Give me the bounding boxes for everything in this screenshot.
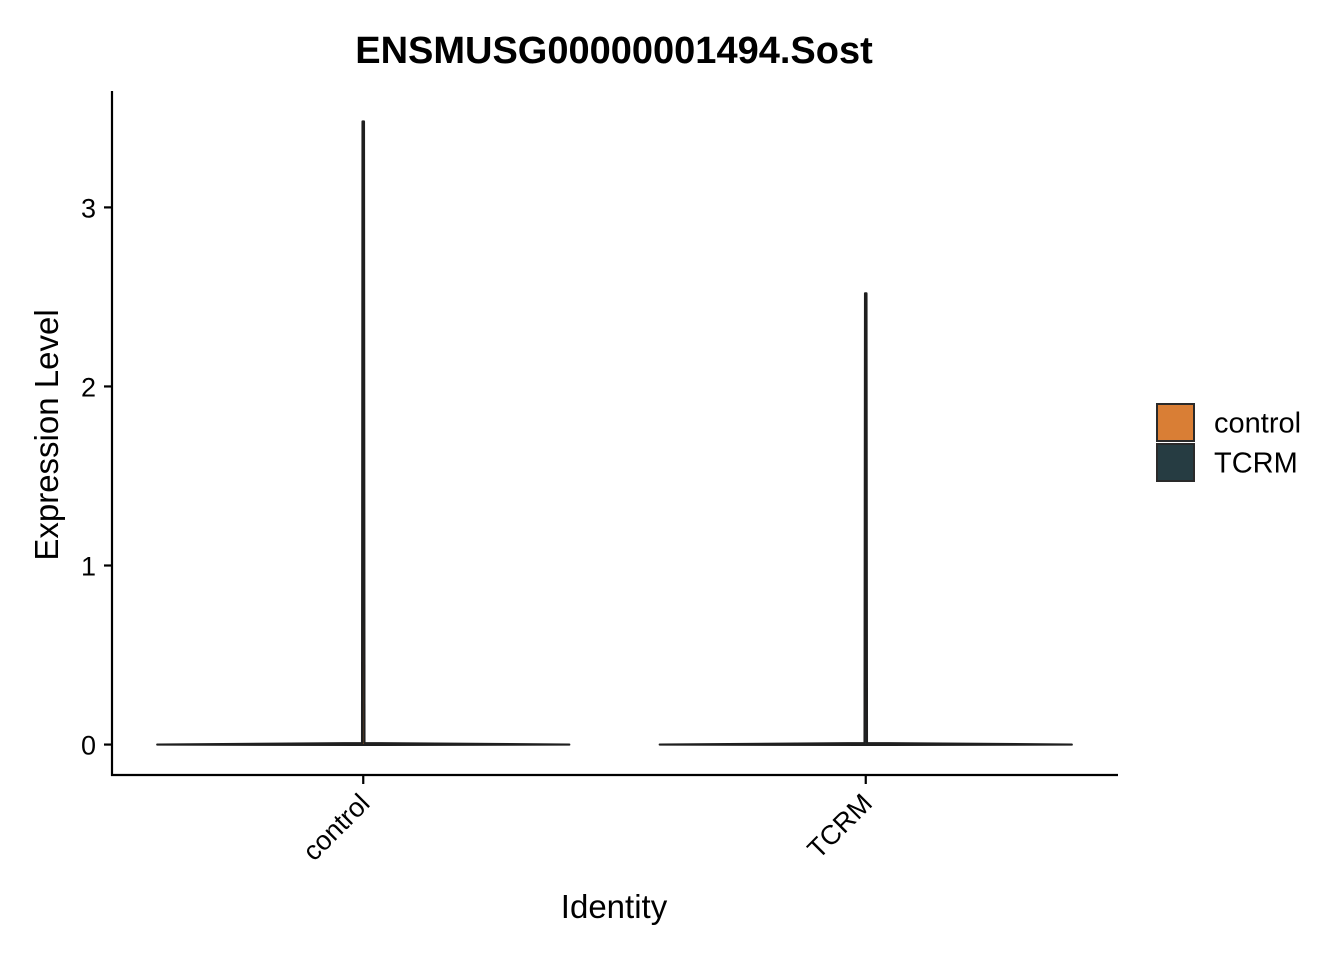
violin-control: [156, 120, 571, 747]
x-axis-ticks: control TCRM: [297, 775, 878, 867]
x-axis-title: Identity: [561, 888, 668, 925]
plot-area: [156, 120, 1073, 747]
x-tick-label: TCRM: [802, 788, 878, 864]
legend-key-control: [1156, 403, 1195, 442]
legend: control TCRM: [1156, 403, 1301, 482]
legend-label: control: [1214, 408, 1301, 440]
y-tick-label: 1: [81, 552, 96, 582]
x-tick-label: control: [297, 788, 376, 867]
legend-label: TCRM: [1214, 448, 1298, 480]
y-tick-label: 2: [81, 372, 96, 402]
y-tick-label: 3: [81, 193, 96, 223]
legend-key-tcrm: [1156, 443, 1195, 482]
violin-tcrm: [658, 292, 1073, 747]
y-tick-label: 0: [81, 731, 96, 761]
y-axis-ticks: 0 1 2 3: [81, 193, 112, 761]
chart-title: ENSMUSG00000001494.Sost: [355, 30, 873, 72]
y-axis-title: Expression Level: [28, 309, 65, 560]
